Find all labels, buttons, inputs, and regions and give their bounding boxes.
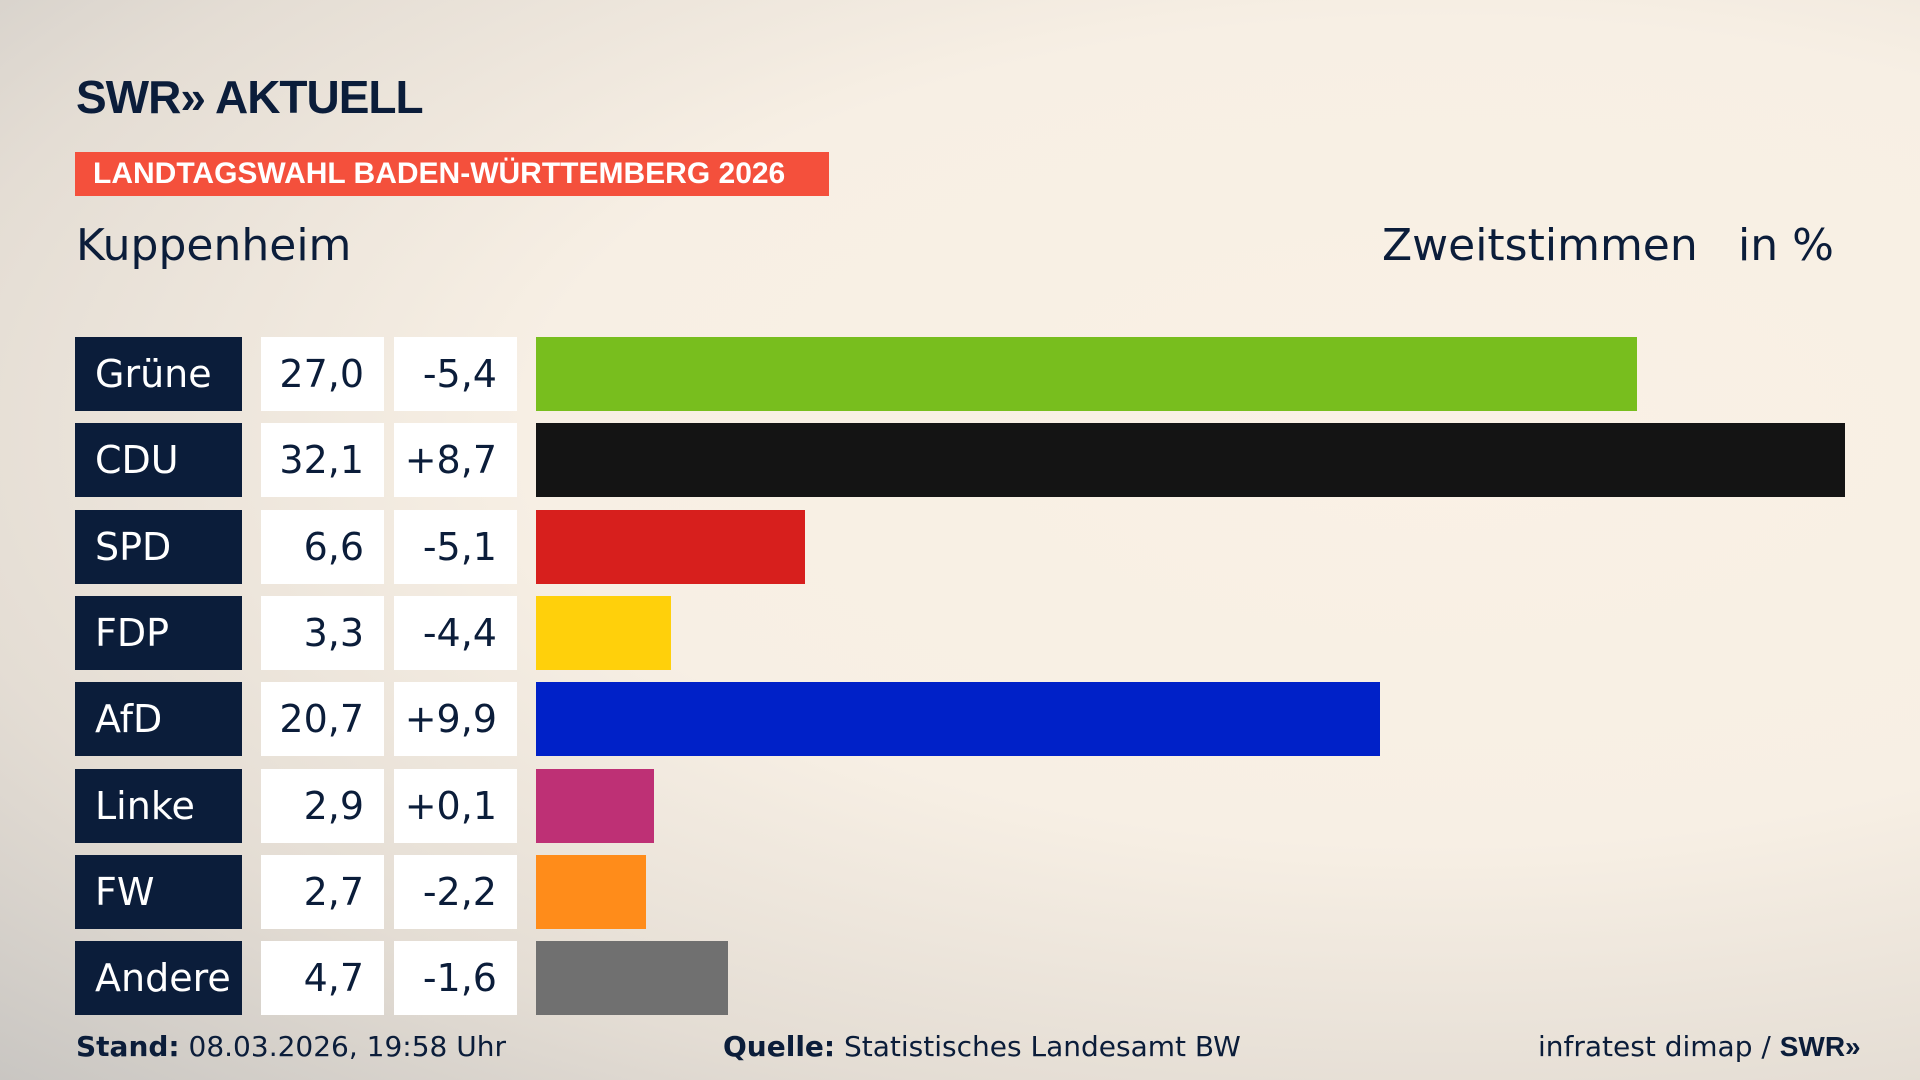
party-name: Linke [75,768,242,843]
source-label: Quelle: [723,1030,836,1063]
source-value: Statistisches Landesamt BW [844,1030,1241,1063]
diff-label: +8,7 [394,423,517,498]
bar [536,337,1638,411]
vote-type-label: Zweitstimmen [1382,220,1698,271]
party-row: FDP 3,3 -4,4 [0,595,1920,670]
party-name: FDP [75,595,242,670]
value-label: 20,7 [261,682,384,757]
diff-label: -5,4 [394,337,517,411]
place-title: Kuppenheim [76,220,352,271]
unit-label: in % [1738,220,1834,271]
party-row: CDU 32,1 +8,7 [0,423,1920,498]
value-label: 32,1 [261,423,384,498]
bar [536,595,671,670]
party-name: Andere [75,941,242,1016]
swr-aktuell-logo: SWR» AKTUELL [76,71,424,123]
party-name: CDU [75,423,242,498]
bar [536,768,655,843]
bar [536,509,806,584]
value-label: 4,7 [261,941,384,1016]
party-name: AfD [75,682,242,757]
stand-label: Stand: [76,1030,180,1063]
party-name: Grüne [75,337,242,411]
diff-label: -2,2 [394,854,517,929]
value-label: 6,6 [261,509,384,584]
diff-label: -4,4 [394,595,517,670]
credit-text: infratest dimap / [1538,1030,1780,1063]
value-label: 2,9 [261,768,384,843]
diff-label: -5,1 [394,509,517,584]
swr-logo: SWR» [1779,1031,1861,1062]
credit: infratest dimap / SWR» [1538,1030,1861,1063]
party-row: Linke 2,9 +0,1 [0,768,1920,843]
bar [536,854,647,929]
party-name: SPD [75,509,242,584]
diff-label: -1,6 [394,941,517,1016]
party-row: FW 2,7 -2,2 [0,854,1920,929]
party-name: FW [75,854,242,929]
value-label: 3,3 [261,595,384,670]
party-row: Grüne 27,0 -5,4 [0,337,1920,411]
timestamp: Stand: 08.03.2026, 19:58 Uhr [76,1030,506,1063]
party-row: SPD 6,6 -5,1 [0,509,1920,584]
diff-label: +9,9 [394,682,517,757]
election-banner: LANDTAGSWAHL BADEN-WÜRTTEMBERG 2026 [75,152,829,196]
party-row: Andere 4,7 -1,6 [0,941,1920,1016]
bar [536,423,1845,498]
value-label: 27,0 [261,337,384,411]
stand-value: 08.03.2026, 19:58 Uhr [188,1030,506,1063]
party-row: AfD 20,7 +9,9 [0,682,1920,757]
diff-label: +0,1 [394,768,517,843]
source: Quelle: Statistisches Landesamt BW [723,1030,1241,1063]
bar [536,682,1381,757]
value-label: 2,7 [261,854,384,929]
bar [536,941,728,1016]
